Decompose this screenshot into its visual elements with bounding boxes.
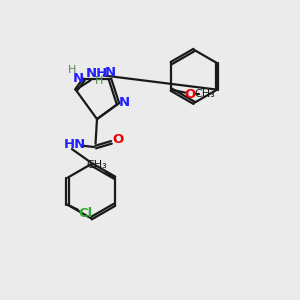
Text: N: N bbox=[104, 66, 116, 79]
Text: HN: HN bbox=[64, 138, 86, 151]
Text: N: N bbox=[73, 72, 84, 85]
Text: O: O bbox=[113, 133, 124, 146]
Text: CH₃: CH₃ bbox=[194, 89, 215, 99]
Text: H: H bbox=[94, 76, 103, 86]
Text: O: O bbox=[184, 88, 196, 100]
Text: CH₃: CH₃ bbox=[86, 160, 107, 170]
Text: H: H bbox=[68, 65, 76, 75]
Text: Cl: Cl bbox=[78, 207, 92, 220]
Text: NH: NH bbox=[86, 67, 108, 80]
Text: N: N bbox=[119, 96, 130, 110]
